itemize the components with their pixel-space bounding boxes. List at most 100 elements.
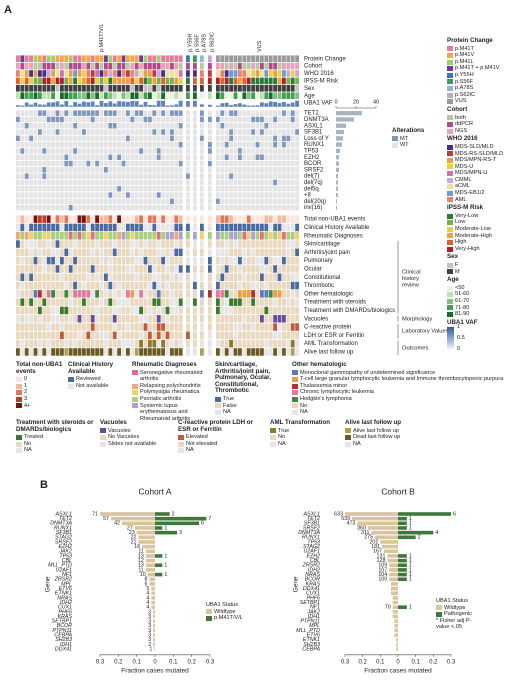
mutation-cell [46, 135, 51, 142]
mutation-cell [77, 198, 82, 205]
clinical-cell [95, 223, 99, 232]
legend-label: WT [400, 142, 409, 149]
mutation-cell [260, 154, 264, 160]
legend-label: Alive last follow up [353, 427, 400, 434]
mutation-cell [99, 110, 104, 116]
legend-swatch [16, 396, 22, 402]
mutation-cell [260, 129, 264, 135]
clinical-cell [121, 223, 126, 232]
mutation-cell [152, 154, 157, 160]
clinical-cell [121, 306, 126, 315]
clinical-cell [90, 232, 95, 240]
vaf-cell [148, 104, 152, 107]
clinical-cell [238, 232, 242, 240]
clinical-cell [104, 323, 108, 331]
clinical-cell [77, 315, 82, 323]
mutation-cell [264, 110, 269, 116]
mutation-cell [108, 198, 113, 205]
mutation-cell [216, 192, 220, 198]
mutation-cell [268, 148, 273, 154]
clinical-cell [156, 265, 161, 273]
mutation-cell [55, 192, 60, 198]
mutation-cell [220, 116, 225, 123]
track-cell [174, 92, 179, 99]
clinical-cell [193, 273, 197, 281]
clinical-cell [220, 215, 225, 223]
mutation-cell [77, 129, 82, 135]
mutation-cell [290, 129, 295, 135]
clinical-cell [255, 256, 260, 265]
mutation-cell [170, 204, 174, 211]
clinical-cell [260, 215, 264, 223]
group-label: VUS [257, 40, 263, 52]
legend-swatch [215, 396, 221, 402]
mutation-cell [282, 160, 286, 167]
clinical-cell [165, 323, 170, 331]
mutation-cell [273, 110, 277, 116]
mutation-cell [143, 160, 148, 167]
track-cell [60, 92, 64, 99]
mutation-cell [268, 123, 273, 129]
bar [111, 516, 155, 521]
clinical-cell [29, 323, 33, 331]
mutation-cell [42, 173, 47, 179]
clinical-cell [264, 248, 269, 257]
clinical-cell [20, 323, 25, 331]
clinical-cell [104, 223, 108, 232]
clinical-cell [29, 339, 33, 348]
clinical-cell [95, 331, 99, 340]
mutation-cell [139, 110, 143, 116]
track-cell [174, 55, 179, 62]
legend-label: Wildtype [444, 604, 466, 611]
mutation-label: EZH2 [304, 155, 320, 161]
mutation-cell [73, 116, 77, 123]
count-label: 3 [148, 633, 151, 639]
clinical-cell [216, 248, 220, 257]
mutation-cell [178, 135, 183, 142]
count-label: 202 [369, 539, 378, 545]
mutation-cell [29, 154, 33, 160]
mutation-cell [143, 148, 148, 154]
count-tick-label: 40 [373, 99, 379, 105]
mutation-cell [170, 154, 174, 160]
mutation-cell [251, 167, 255, 173]
clinical-cell [148, 323, 152, 331]
clinical-cell [178, 281, 183, 290]
track-cell [112, 55, 117, 62]
mutation-cell [60, 123, 64, 129]
legend-swatch [447, 197, 453, 203]
mutation-cell [282, 173, 286, 179]
clinical-cell [38, 306, 42, 315]
track-cell [251, 62, 255, 70]
mutation-cell [229, 160, 233, 167]
clinical-cell [95, 240, 99, 248]
mutation-cell [108, 173, 113, 179]
clinical-cell [216, 215, 220, 223]
mutation-cell [112, 186, 117, 192]
track-cell [99, 55, 104, 62]
track-cell [134, 85, 139, 92]
clinical-cell [277, 306, 282, 315]
legend-label: MDS/MPN-RS-T [455, 157, 497, 164]
mutation-cell [220, 204, 225, 211]
mutation-cell [148, 186, 152, 192]
track-cell [165, 55, 170, 62]
clinical-cell [277, 323, 282, 331]
track-cell [295, 62, 299, 70]
mutation-cell [60, 154, 64, 160]
mutation-cell [229, 179, 233, 186]
clinical-cell [273, 248, 277, 257]
count-label: 16 [134, 544, 140, 550]
mutation-cell [282, 123, 286, 129]
track-cell [24, 55, 29, 62]
track-cell [82, 92, 86, 99]
mutation-cell [264, 160, 269, 167]
clinical-cell [220, 240, 225, 248]
mutation-cell [112, 167, 117, 173]
clinical-cell [121, 323, 126, 331]
clinical-cell [68, 265, 73, 273]
mutation-cell [64, 186, 69, 192]
vaf-cell [16, 105, 20, 107]
bar [389, 568, 398, 572]
clinical-cell [86, 215, 91, 223]
